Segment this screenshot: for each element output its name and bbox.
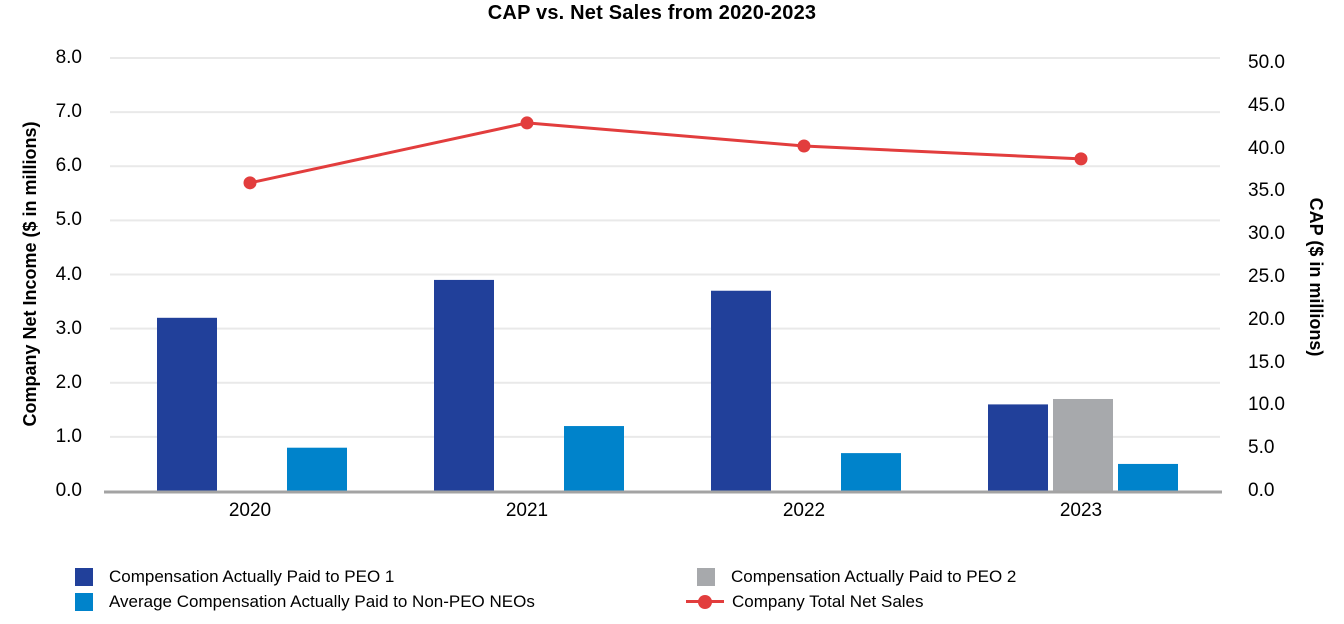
legend-label-peo1: Compensation Actually Paid to PEO 1 — [109, 567, 395, 586]
legend-label-net-sales: Company Total Net Sales — [732, 592, 924, 611]
net-sales-point-2021 — [520, 116, 534, 130]
bar-series3-2021 — [564, 426, 624, 491]
legend-swatch-non-peo-neos — [75, 593, 93, 611]
y-axis-right-tick-label: 20.0 — [1248, 308, 1285, 330]
legend-item-net-sales: Company Total Net Sales — [686, 592, 924, 612]
y-axis-right-tick-label: 10.0 — [1248, 394, 1285, 416]
bar-series1-2022 — [711, 290, 771, 491]
legend-swatch-peo1 — [75, 568, 93, 586]
y-axis-right-tick-label: 25.0 — [1248, 266, 1285, 287]
y-axis-right-tick-label: 45.0 — [1248, 94, 1285, 116]
y-axis-left-tick-label: 6.0 — [55, 155, 82, 177]
y-axis-left-tick-label: 1.0 — [55, 425, 82, 447]
legend-item-cap-peo2: Compensation Actually Paid to PEO 2 — [697, 567, 1016, 587]
bar-series2-2023 — [1053, 398, 1113, 491]
bar-series1-2021 — [434, 279, 494, 491]
net-sales-point-2022 — [797, 139, 811, 153]
y-axis-left-tick-label: 3.0 — [55, 317, 82, 339]
legend-item-non-peo-neos: Average Compensation Actually Paid to No… — [75, 592, 535, 612]
x-axis-tick-label: 2023 — [1059, 500, 1103, 521]
y-axis-right-tick-label: 5.0 — [1248, 437, 1275, 459]
bar-series1-2020 — [157, 317, 217, 491]
net-sales-point-2020 — [243, 176, 257, 190]
bar-series3-2023 — [1118, 463, 1178, 491]
legend-label-non-peo-neos: Average Compensation Actually Paid to No… — [109, 592, 535, 611]
y-axis-left-tick-label: 7.0 — [55, 101, 82, 123]
legend-line-marker-icon — [686, 592, 724, 612]
bar-series3-2020 — [287, 447, 347, 491]
legend-swatch-peo2 — [697, 568, 715, 586]
y-axis-right-tick-label: 40.0 — [1248, 137, 1285, 159]
legend-label-peo2: Compensation Actually Paid to PEO 2 — [731, 567, 1017, 586]
y-axis-left-tick-label: 2.0 — [55, 371, 82, 393]
y-axis-right-tick-label: 35.0 — [1248, 180, 1285, 202]
net-sales-point-2023 — [1074, 152, 1088, 166]
x-axis-tick-label: 2021 — [505, 500, 549, 521]
y-axis-right-tick-label: 0.0 — [1248, 480, 1275, 501]
bar-series1-2023 — [988, 404, 1048, 491]
x-axis-tick-label: 2022 — [782, 500, 826, 521]
y-axis-left-tick-label: 4.0 — [55, 263, 82, 285]
chart-title: CAP vs. Net Sales from 2020-2023 — [487, 2, 817, 24]
y-axis-right-tick-label: 15.0 — [1248, 351, 1285, 373]
y-axis-right-tick-label: 30.0 — [1248, 223, 1285, 245]
legend-item-cap-peo1: Compensation Actually Paid to PEO 1 — [75, 567, 394, 587]
y-axis-left-tick-label: 0.0 — [55, 480, 82, 501]
y-axis-left-tick-label: 5.0 — [55, 209, 82, 231]
net-sales-line — [249, 121, 1082, 185]
bar-series3-2022 — [841, 453, 901, 491]
y-axis-right-tick-label: 50.0 — [1248, 52, 1285, 73]
x-axis-tick-label: 2020 — [228, 500, 272, 521]
y-axis-left-tick-label: 8.0 — [55, 47, 82, 68]
